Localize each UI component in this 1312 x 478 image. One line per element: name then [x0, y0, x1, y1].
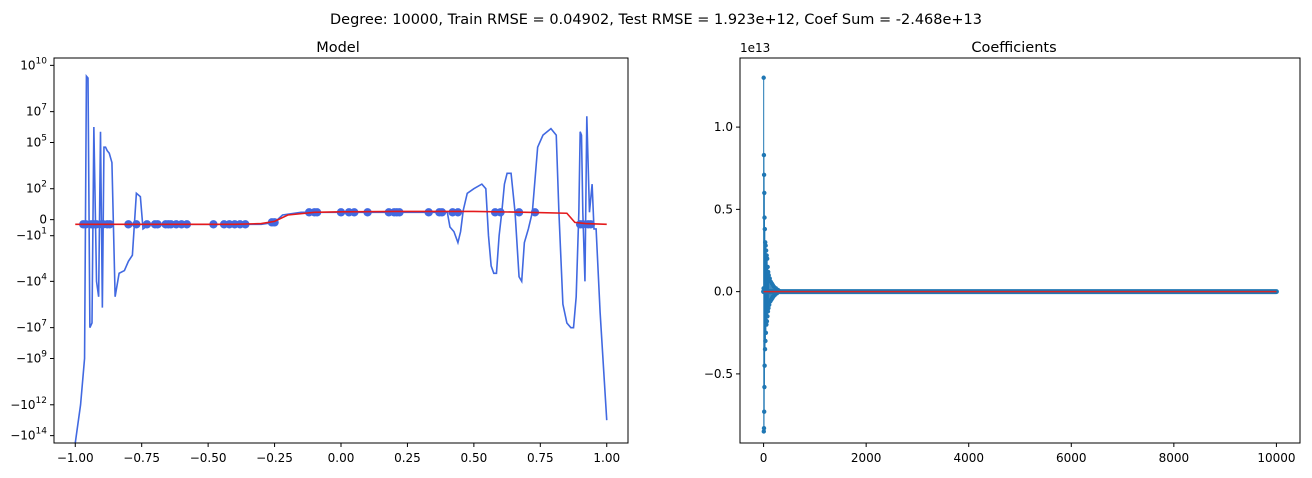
coefficient-marker	[762, 215, 767, 220]
model-x-tick-label: 0.75	[527, 451, 554, 465]
model-y-tick-label: 107	[26, 103, 47, 119]
coefficient-marker	[761, 172, 767, 178]
coefficient-marker	[763, 240, 768, 245]
coefficients-x-tick-label: 2000	[851, 451, 882, 465]
model-x-tick-label: −0.25	[256, 451, 293, 465]
coefficient-marker	[762, 363, 767, 368]
true-function-line	[75, 210, 607, 226]
model-x-tick-label: 0.50	[461, 451, 488, 465]
coefficients-y-tick-label: 1.0	[714, 120, 733, 134]
model-y-tick-label: 0	[39, 213, 47, 227]
coefficients-panel: Coefficients 1e13 0 2000 4000 6000 8000 10000…	[704, 40, 1301, 465]
figure-suptitle: Degree: 10000, Train RMSE = 0.04902, Tes…	[330, 12, 982, 28]
coefficient-marker	[762, 384, 767, 390]
coefficient-marker	[763, 248, 769, 253]
coefficient-marker	[765, 309, 771, 314]
coefficients-title: Coefficients	[971, 40, 1056, 56]
coefficient-marker	[762, 347, 768, 352]
coefficient-marker	[763, 330, 769, 335]
coefficients-axes-frame	[739, 57, 1301, 444]
coefficients-x-tick-label: 6000	[1056, 451, 1087, 465]
coefficients-x-tick-label: 4000	[953, 451, 984, 465]
model-x-tick-label: −1.00	[57, 451, 94, 465]
coefficients-x-tick-label: 8000	[1159, 451, 1190, 465]
model-y-tick-label: −109	[16, 349, 47, 365]
coefficients-x-tick-label: 10000	[1257, 451, 1295, 465]
model-y-tick-label: −101	[16, 227, 47, 243]
coefficients-x-tick-label: 0	[760, 451, 768, 465]
coefficient-marker	[764, 319, 770, 324]
coefficient-marker	[762, 190, 767, 196]
model-y-tick-label: 105	[26, 134, 47, 150]
model-y-tick-label: −104	[16, 272, 47, 288]
coefficient-marker	[764, 256, 770, 261]
coefficient-marker	[765, 314, 770, 319]
model-x-tick-label: 0.25	[394, 451, 421, 465]
model-y-tick-label: −1012	[10, 396, 47, 412]
coefficient-marker	[766, 305, 771, 311]
training-point	[395, 208, 404, 217]
coefficient-marker	[762, 226, 768, 232]
model-panel: Model −1.00 −0.75 −0.50 −0.25 0.00 0.25 0.50 0.…	[10, 40, 629, 465]
model-x-tick-label: 1.00	[593, 451, 620, 465]
coefficients-y-tick-label: 0.0	[714, 285, 733, 299]
training-point	[437, 208, 447, 217]
coefficient-marker	[763, 243, 768, 248]
coefficients-offset-label: 1e13	[740, 41, 770, 55]
coefficient-marker	[761, 429, 766, 434]
model-y-tick-label: 102	[26, 180, 47, 196]
coefficient-marker	[766, 269, 771, 275]
training-point	[453, 208, 463, 217]
model-x-tick-label: −0.75	[123, 451, 160, 465]
training-point	[424, 208, 433, 217]
coefficient-marker	[763, 338, 768, 344]
model-prediction-line	[74, 73, 608, 443]
model-x-tick-label: 0.00	[328, 451, 355, 465]
model-y-tick-label: 1010	[20, 56, 47, 72]
coefficient-marker	[764, 322, 769, 327]
coefficient-marker	[762, 409, 767, 414]
model-y-tick-label: −107	[16, 319, 47, 335]
model-x-tick-label: −0.50	[190, 451, 227, 465]
coefficients-y-tick-label: 0.5	[714, 202, 733, 216]
coefficient-marker	[761, 152, 767, 158]
model-title: Model	[316, 40, 360, 56]
model-axes-frame	[53, 57, 629, 444]
coefficient-marker	[761, 75, 766, 80]
coefficient-marker	[765, 264, 770, 270]
coefficients-y-tick-label: −0.5	[704, 367, 733, 381]
coefficient-marker	[761, 425, 767, 431]
model-y-tick-label: −1014	[10, 427, 47, 443]
coefficient-marker	[764, 253, 769, 258]
